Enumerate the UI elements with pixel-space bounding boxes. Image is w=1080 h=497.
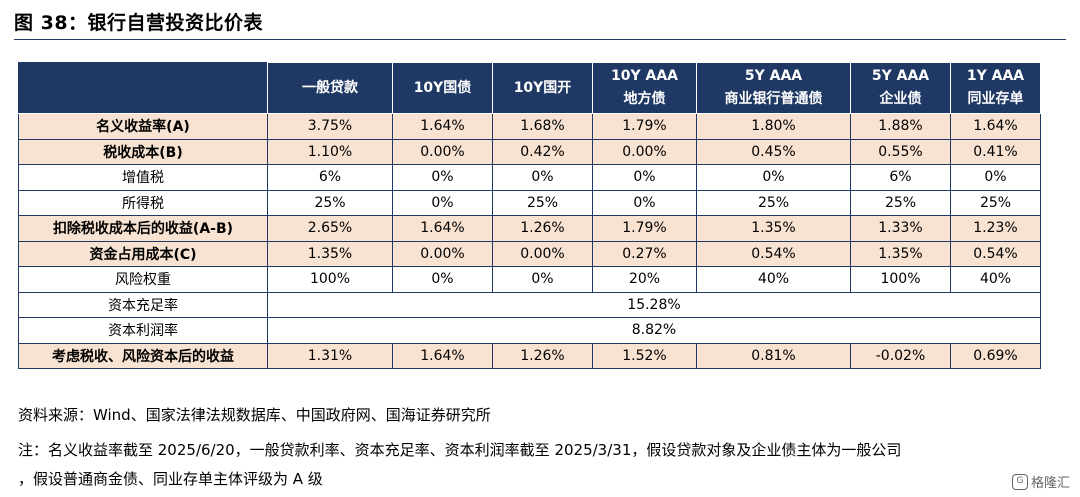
row-label: 资金占用成本(C): [18, 240, 268, 267]
comparison-table: 一般贷款 10Y国债 10Y国开 10Y AAA 地方债 5Y AAA 商业银行普通…: [18, 62, 1041, 369]
table-cell: 0%: [392, 266, 493, 293]
figure-title: 图 38：银行自营投资比价表: [14, 12, 264, 34]
table-cell: 1.35%: [696, 215, 851, 242]
table-cell: 25%: [696, 189, 851, 216]
table-cell: 0.69%: [950, 342, 1041, 369]
row-label: 风险权重: [18, 266, 268, 293]
table-row: 资金占用成本(C) 1.35% 0.00% 0.00% 0.27% 0.54% …: [18, 240, 1041, 267]
table-cell: 20%: [592, 266, 697, 293]
table-row: 所得税 25% 0% 25% 0% 25% 25% 25%: [18, 189, 1041, 216]
table-cell: 0.00%: [392, 138, 493, 165]
table-cell: 100%: [267, 266, 393, 293]
table-row: 名义收益率(A) 3.75% 1.64% 1.68% 1.79% 1.80% 1…: [18, 113, 1041, 140]
table-cell: 1.33%: [850, 215, 951, 242]
table-cell: 0%: [492, 266, 593, 293]
table-cell: 0%: [592, 189, 697, 216]
table-cell: 1.64%: [392, 113, 493, 140]
row-label: 考虑税收、风险资本后的收益: [18, 342, 268, 369]
table-cell: 0.54%: [950, 240, 1041, 267]
table-cell: 0.81%: [696, 342, 851, 369]
table-cell: 0%: [392, 189, 493, 216]
row-label: 资本充足率: [18, 291, 268, 318]
row-label: 名义收益率(A): [18, 113, 268, 140]
merged-cell: 15.28%: [267, 291, 1041, 318]
table-header-row: 一般贷款 10Y国债 10Y国开 10Y AAA 地方债 5Y AAA 商业银行普通…: [18, 62, 1041, 114]
row-label: 资本利润率: [18, 317, 268, 344]
footnote-line: ，假设普通商金债、同业存单主体评级为 A 级: [18, 470, 323, 488]
table-cell: 0.00%: [492, 240, 593, 267]
table-cell: 2.65%: [267, 215, 393, 242]
source-note: 资料来源：Wind、国家法律法规数据库、中国政府网、国海证券研究所: [18, 406, 491, 424]
table-row: 税收成本(B) 1.10% 0.00% 0.42% 0.00% 0.45% 0.…: [18, 138, 1041, 165]
header-corner: [18, 62, 268, 114]
table-cell: 0.54%: [696, 240, 851, 267]
table-cell: 0%: [950, 164, 1041, 191]
table-row: 考虑税收、风险资本后的收益 1.31% 1.64% 1.26% 1.52% 0.…: [18, 342, 1041, 369]
table-row: 资本利润率 8.82%: [18, 317, 1041, 344]
table-cell: 1.79%: [592, 113, 697, 140]
row-label: 扣除税收成本后的收益(A-B): [18, 215, 268, 242]
table-cell: 1.80%: [696, 113, 851, 140]
table-row: 资本充足率 15.28%: [18, 291, 1041, 318]
header-local-gov-bond: 10Y AAA 地方债: [592, 62, 697, 114]
table-cell: 0%: [592, 164, 697, 191]
footnote-line: 注：名义收益率截至 2025/6/20，一般贷款利率、资本充足率、资本利润率截至…: [18, 441, 902, 459]
table-cell: 25%: [850, 189, 951, 216]
watermark-logo-icon: G: [1011, 473, 1028, 490]
table-cell: 40%: [950, 266, 1041, 293]
table-row: 风险权重 100% 0% 0% 20% 40% 100% 40%: [18, 266, 1041, 293]
table-cell: 1.35%: [267, 240, 393, 267]
table-cell: 1.79%: [592, 215, 697, 242]
table-cell: 0.42%: [492, 138, 593, 165]
table-cell: 1.26%: [492, 215, 593, 242]
table-cell: 1.26%: [492, 342, 593, 369]
table-cell: 0.00%: [392, 240, 493, 267]
table-cell: 1.64%: [950, 113, 1041, 140]
table-cell: 25%: [492, 189, 593, 216]
table-cell: 6%: [850, 164, 951, 191]
table-cell: 1.52%: [592, 342, 697, 369]
table-cell: 3.75%: [267, 113, 393, 140]
title-divider: [14, 39, 1066, 40]
table-cell: 0.55%: [850, 138, 951, 165]
table-cell: 0.00%: [592, 138, 697, 165]
table-cell: 25%: [950, 189, 1041, 216]
table-cell: 40%: [696, 266, 851, 293]
table-cell: 0.45%: [696, 138, 851, 165]
table-cell: -0.02%: [850, 342, 951, 369]
table-cell: 1.88%: [850, 113, 951, 140]
table-cell: 1.10%: [267, 138, 393, 165]
watermark-text: 格隆汇: [1030, 476, 1070, 491]
table-cell: 1.64%: [392, 342, 493, 369]
table-cell: 0.27%: [592, 240, 697, 267]
footnote: 注：名义收益率截至 2025/6/20，一般贷款利率、资本充足率、资本利润率截至…: [18, 436, 1068, 494]
header-bank-bond: 5Y AAA 商业银行普通债: [696, 62, 851, 114]
table-row: 扣除税收成本后的收益(A-B) 2.65% 1.64% 1.26% 1.79% …: [18, 215, 1041, 242]
header-10y-treasury: 10Y国债: [392, 62, 493, 114]
table-cell: 1.31%: [267, 342, 393, 369]
table-cell: 0%: [392, 164, 493, 191]
row-label: 所得税: [18, 189, 268, 216]
table-cell: 1.23%: [950, 215, 1041, 242]
table-cell: 1.68%: [492, 113, 593, 140]
row-label: 增值税: [18, 164, 268, 191]
merged-cell: 8.82%: [267, 317, 1041, 344]
table-row: 增值税 6% 0% 0% 0% 0% 6% 0%: [18, 164, 1041, 191]
header-10y-cdb: 10Y国开: [492, 62, 593, 114]
table-cell: 1.64%: [392, 215, 493, 242]
table-cell: 1.35%: [850, 240, 951, 267]
header-ncd: 1Y AAA 同业存单: [950, 62, 1041, 114]
table-cell: 100%: [850, 266, 951, 293]
table-cell: 25%: [267, 189, 393, 216]
header-loan: 一般贷款: [267, 62, 393, 114]
table-cell: 0%: [696, 164, 851, 191]
table-cell: 6%: [267, 164, 393, 191]
header-corporate-bond: 5Y AAA 企业债: [850, 62, 951, 114]
watermark: G 格隆汇: [1011, 472, 1070, 491]
row-label: 税收成本(B): [18, 138, 268, 165]
table-cell: 0%: [492, 164, 593, 191]
table-cell: 0.41%: [950, 138, 1041, 165]
